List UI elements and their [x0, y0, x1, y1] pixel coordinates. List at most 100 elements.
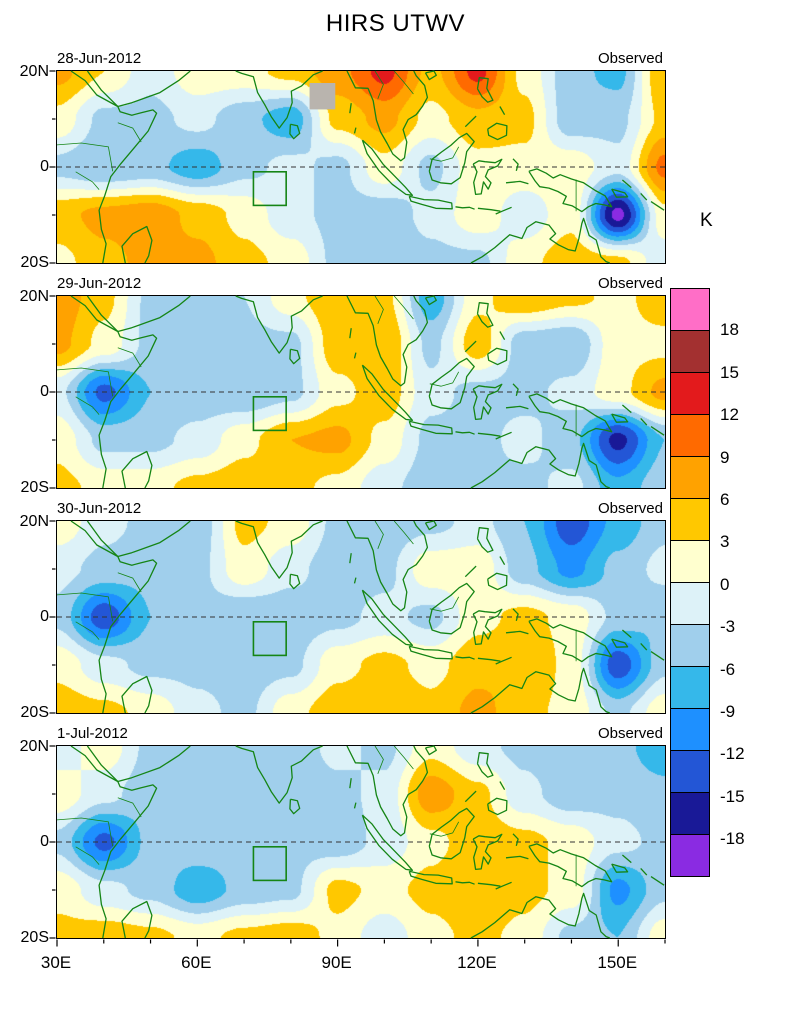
coastline-path [70, 70, 158, 264]
colorbar-cell [671, 414, 709, 456]
panel-header: 30-Jun-2012 Observed [56, 500, 664, 520]
coastline-path [464, 340, 477, 353]
figure-title: HIRS UTWV [325, 10, 466, 37]
border-path [429, 146, 460, 162]
coastline-path [424, 295, 437, 306]
y-axis-label: 20S [20, 254, 49, 271]
observed-label: Observed [597, 50, 663, 67]
y-axis-label: 0 [40, 158, 49, 175]
coastline-path [86, 520, 191, 558]
coastline-path [235, 520, 323, 579]
colorbar-cell [671, 289, 709, 330]
colorbar-tick-label: -18 [720, 829, 745, 849]
map-overlay [49, 520, 665, 714]
coastline-path [470, 217, 611, 264]
x-axis-label: 60E [181, 953, 212, 972]
coastline-path [640, 192, 648, 201]
coastline-path [505, 855, 529, 860]
y-axis-label: 20N [19, 63, 49, 80]
border-path [429, 821, 460, 837]
coastline-path [121, 225, 153, 264]
figure-body: 28-Jun-2012 Observed 20N 0 20S 29-Jun-20… [0, 50, 791, 976]
coastline-path [476, 77, 494, 103]
coastline-path [472, 383, 503, 421]
coastline-path [472, 833, 503, 871]
coastline-path [495, 431, 512, 440]
colorbar-tick-label: -12 [720, 744, 745, 764]
coastline-path [611, 863, 629, 873]
coastline-path [528, 168, 613, 213]
coastline-path [621, 404, 632, 414]
border-path [374, 295, 384, 324]
coastline-path [408, 870, 453, 885]
border-path [75, 621, 100, 640]
coastline-path [346, 70, 429, 162]
coastline-path [477, 207, 501, 212]
coastline-path [289, 573, 301, 590]
coastline-path [428, 132, 475, 185]
border-path [56, 817, 114, 847]
coastline-path [235, 70, 323, 129]
coastline-path [528, 618, 613, 663]
colorbar-cell [671, 750, 709, 792]
colorbar-cell [671, 792, 709, 834]
border-path [429, 371, 460, 387]
coastline-path [428, 807, 475, 860]
panels-column: 28-Jun-2012 Observed 20N 0 20S 29-Jun-20… [0, 50, 666, 976]
coastline-path [70, 520, 158, 714]
coastline-path [408, 420, 453, 435]
coastline-path [499, 331, 506, 341]
border-path [117, 122, 142, 143]
coastline-path [470, 667, 611, 714]
coastline-path [121, 675, 153, 714]
observed-label: Observed [597, 500, 663, 517]
coastline-path [487, 122, 508, 141]
border-path [75, 396, 100, 415]
border-path [75, 846, 100, 865]
coastline-path [121, 450, 153, 489]
coastline-path [353, 352, 357, 359]
map-overlay [49, 745, 666, 947]
y-axis-label: 0 [40, 383, 49, 400]
y-axis-label: 20N [19, 288, 49, 305]
coastline-path [505, 180, 529, 185]
missing-data-patch [309, 83, 336, 110]
coastline-path [650, 426, 665, 436]
coastline-path [455, 881, 475, 885]
y-axis-label: 20S [20, 929, 49, 946]
panel-header: 1-Jul-2012 Observed [56, 725, 664, 745]
colorbar-cell [671, 708, 709, 750]
map-area: 20N 0 20S [20, 513, 666, 721]
coastline-path [611, 413, 629, 423]
coastline-path [650, 651, 665, 661]
coastline-path [512, 833, 519, 846]
y-axis-label: 20N [19, 513, 49, 530]
coastline-path [505, 405, 529, 410]
coastline-path [512, 383, 519, 396]
colorbar-tick-label: -3 [720, 617, 736, 637]
colorbar-column: K 18 15 12 9 6 3 0 -3 -6 -9 -12 -15 -18 [664, 50, 789, 950]
coastline-path [650, 201, 665, 211]
coastline-path [86, 70, 191, 108]
x-axis-label: 30E [40, 953, 72, 972]
y-axis-label: 20S [20, 704, 49, 721]
study-region-box [252, 171, 287, 207]
coastline-path [86, 745, 191, 783]
coastline-path [476, 302, 494, 328]
coastline-path [408, 645, 453, 660]
colorbar-cell [671, 456, 709, 498]
coastline-path [464, 565, 477, 578]
coastline-path [611, 638, 629, 648]
map-area: 20N 0 20S [20, 288, 666, 496]
border-path [393, 520, 414, 545]
x-axis-label: 150E [597, 953, 638, 972]
coastline-path [361, 589, 414, 646]
study-region-box [252, 846, 287, 882]
coastline-path [235, 745, 323, 804]
border-path [393, 745, 414, 770]
x-axis-label: 90E [321, 953, 352, 972]
colorbar-tick-label: 0 [720, 574, 730, 594]
coastline-path [289, 348, 301, 365]
y-axis-label: 0 [40, 608, 49, 625]
